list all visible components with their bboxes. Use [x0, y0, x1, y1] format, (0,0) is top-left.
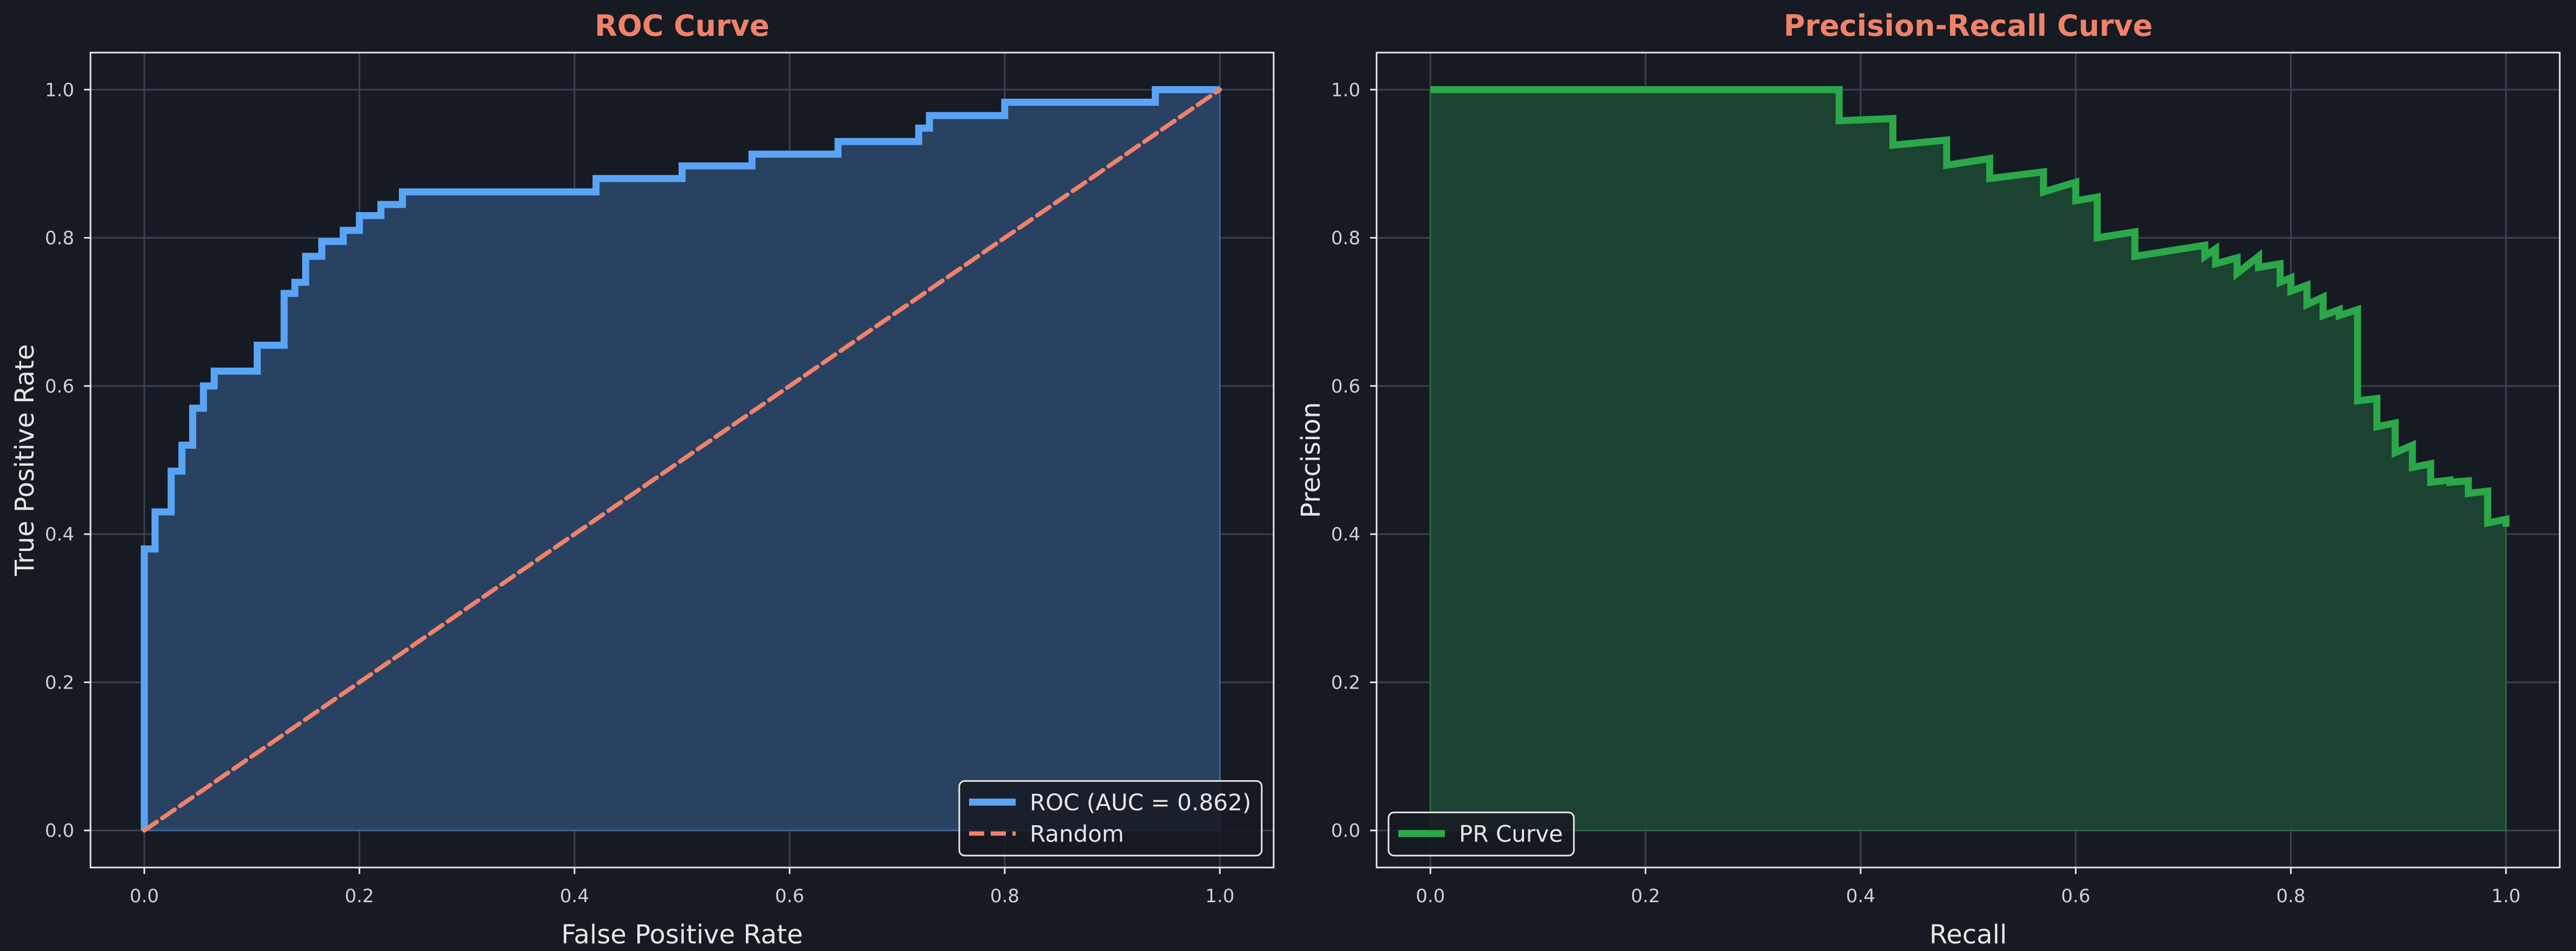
- roc-y-tick-label-1: 0.2: [45, 672, 74, 693]
- roc-y-tick-label-5: 1.0: [45, 79, 74, 101]
- pr-legend-label-pr: PR Curve: [1459, 820, 1563, 847]
- pr-y-tick-label-2: 0.4: [1331, 524, 1360, 545]
- roc-line: [140, 86, 1220, 831]
- pr-y-tick-label-1: 0.2: [1331, 672, 1360, 693]
- pr-x-axis-label: Recall: [1929, 920, 2007, 950]
- pr-x-tick-label-5: 1.0: [2491, 885, 2521, 907]
- pr-y-tick-label-3: 0.6: [1331, 376, 1360, 397]
- roc-legend: ROC (AUC = 0.862) Random: [958, 780, 1263, 857]
- roc-y-tick-label-2: 0.4: [45, 524, 74, 545]
- roc-ticks: 0.0 0.2 0.4 0.6 0.8 1.0 0.0 0.2 0.4 0.6 0.8 1.0: [45, 79, 1235, 907]
- random-line: [142, 87, 1222, 833]
- pr-panel: 0.0 0.2 0.4 0.6 0.8 1.0 0.0 0.2 0.4 0.6 0.8 1.0 Pre…: [1296, 9, 2561, 950]
- pr-x-tick-label-0: 0.0: [1416, 885, 1445, 907]
- pr-chart-title: Precision-Recall Curve: [1784, 9, 2153, 43]
- pr-x-tick-label-3: 0.6: [2061, 885, 2090, 907]
- roc-x-tick-label-3: 0.6: [775, 885, 804, 907]
- roc-y-tick-label-0: 0.0: [45, 820, 74, 842]
- roc-x-tick-label-4: 0.8: [990, 885, 1019, 907]
- pr-x-tick-label-4: 0.8: [2276, 885, 2306, 907]
- roc-legend-label-random: Random: [1030, 820, 1124, 847]
- roc-series-layer: [140, 86, 1222, 833]
- roc-y-tick-label-3: 0.6: [45, 376, 74, 397]
- roc-x-tick-label-1: 0.2: [345, 885, 374, 907]
- pr-y-tick-label-4: 0.8: [1331, 228, 1360, 249]
- pr-series-layer: [1429, 86, 2510, 832]
- roc-x-axis-label: False Positive Rate: [561, 920, 803, 950]
- roc-legend-box: [958, 780, 1263, 857]
- roc-y-tick-label-4: 0.8: [45, 228, 74, 249]
- pr-x-tick-label-2: 0.4: [1846, 885, 1875, 907]
- pr-x-tick-label-1: 0.2: [1631, 885, 1660, 907]
- pr-legend-box: [1387, 811, 1575, 857]
- pr-ticks: 0.0 0.2 0.4 0.6 0.8 1.0 0.0 0.2 0.4 0.6 0.8 1.0: [1331, 79, 2521, 907]
- roc-x-tick-label-0: 0.0: [130, 885, 159, 907]
- pr-y-axis-label: Precision: [1296, 402, 1326, 518]
- pr-plot-frame: [1376, 52, 2561, 869]
- roc-y-axis-label: True Positive Rate: [10, 344, 40, 577]
- pr-line: [1430, 86, 2510, 528]
- roc-plot-frame: [89, 52, 1275, 869]
- pr-y-tick-label-0: 0.0: [1331, 820, 1360, 842]
- pr-y-tick-label-5: 1.0: [1331, 79, 1360, 101]
- roc-legend-label-roc: ROC (AUC = 0.862): [1030, 789, 1251, 815]
- pr-legend: PR Curve: [1387, 811, 1575, 857]
- roc-panel: 0.0 0.2 0.4 0.6 0.8 1.0 0.0 0.2 0.4 0.6 0.8 1.0 ROC…: [10, 9, 1275, 950]
- roc-x-tick-label-2: 0.4: [560, 885, 589, 907]
- roc-chart-title: ROC Curve: [595, 9, 769, 43]
- roc-x-tick-label-5: 1.0: [1205, 885, 1235, 907]
